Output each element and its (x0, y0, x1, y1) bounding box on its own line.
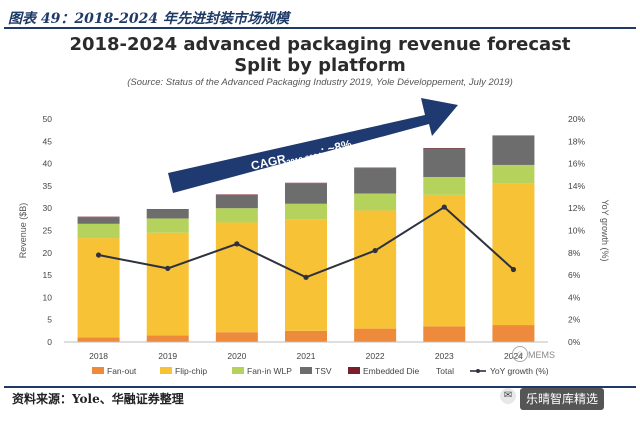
yoy-growth-point (441, 204, 447, 210)
legend-swatch (348, 367, 360, 374)
axes-group: 0 5 10 15 20 25 30 35 40 45 50 0% 2% 4% 6% 8% 10% 12% 14% 1… (18, 114, 610, 361)
figure-title: 图表 49：2018-2024 年先进封装市场规模 (8, 11, 289, 27)
watermark-mems: MEMS (528, 350, 555, 360)
legend-swatch (160, 367, 172, 374)
y-tick-label: 20 (43, 248, 53, 258)
bar-fan-out (423, 326, 466, 342)
bar-flip-chip (215, 222, 258, 333)
x-tick-label: 2022 (366, 351, 385, 361)
bar-tsv (146, 209, 189, 219)
x-tick-label: 2019 (158, 351, 177, 361)
y2-tick-label: 14% (568, 181, 585, 191)
y2-tick-label: 18% (568, 136, 585, 146)
legend: Fan-out Flip-chip Fan-in WLP TSV Embedded Di… (92, 366, 549, 376)
bar-fan-out (146, 335, 189, 342)
y2-tick-label: 6% (568, 270, 581, 280)
bar-fan-in-wlp (423, 176, 466, 195)
yoy-growth-point (95, 252, 102, 258)
legend-label: Fan-out (107, 366, 137, 376)
bar-tsv (285, 183, 327, 204)
y2-tick-label: 0% (568, 337, 581, 347)
bar-fan-in-wlp (146, 218, 189, 233)
y2-axis-title: YoY growth (%) (600, 199, 610, 261)
bar-fan-out (492, 325, 535, 342)
legend-label: Fan-in WLP (247, 366, 292, 376)
bar-fan-in-wlp (354, 193, 397, 211)
legend-label: Total (436, 366, 454, 376)
yoy-growth-point (234, 241, 240, 247)
bar-tsv (354, 168, 397, 194)
bar-fan-in-wlp (215, 208, 258, 223)
y-tick-label: 30 (43, 203, 53, 213)
x-tick-label: 2020 (227, 351, 246, 361)
y-tick-label: 25 (43, 226, 53, 236)
x-tick-label: 2023 (435, 351, 454, 361)
legend-swatch (300, 367, 312, 374)
chart-subtitle: (Source: Status of the Advanced Packagin… (127, 77, 513, 88)
wechat-icon: ☺ (512, 346, 528, 362)
bar-fan-in-wlp (77, 223, 120, 239)
bar-tsv (423, 148, 466, 177)
legend-label: TSV (315, 366, 332, 376)
bar-flip-chip (146, 232, 189, 336)
bar-flip-chip (492, 183, 535, 326)
bar-tsv (77, 217, 120, 224)
y2-tick-label: 12% (568, 203, 585, 213)
bars-group (77, 135, 535, 342)
y2-tick-label: 8% (568, 248, 581, 258)
bottom-rule (4, 386, 636, 388)
top-rule (4, 27, 636, 29)
bar-fan-out (285, 330, 327, 342)
y-axis-title: Revenue ($B) (18, 203, 28, 259)
source-note: 资料来源：Yole、华融证券整理 (12, 392, 184, 406)
bar-fan-in-wlp (492, 164, 535, 184)
bar-tsv (492, 135, 535, 165)
yoy-growth-point (510, 266, 517, 273)
bar-fan-out (215, 332, 258, 342)
yoy-growth-point (165, 265, 171, 272)
chat-bubble-icon: ✉ (500, 388, 516, 404)
y2-tick-label: 4% (568, 292, 581, 302)
chart-title-line2: Split by platform (234, 55, 406, 76)
chart-title: 2018-2024 advanced packaging revenue for… (69, 34, 571, 55)
y2-tick-label: 16% (568, 159, 585, 169)
y-tick-label: 10 (43, 292, 53, 302)
yoy-growth-point (303, 274, 309, 280)
bar-tsv (215, 194, 258, 209)
legend-label: YoY growth (%) (490, 366, 549, 376)
cagr-arrow (168, 98, 458, 193)
legend-swatch (232, 367, 244, 374)
yoy-line-group (95, 204, 517, 280)
y-tick-label: 45 (43, 136, 53, 146)
y-tick-label: 40 (43, 159, 53, 169)
x-tick-label: 2018 (89, 351, 108, 361)
bar-fan-out (77, 337, 120, 342)
bar-fan-out (354, 328, 397, 342)
bar-flip-chip (423, 194, 466, 327)
watermark-brand: 乐晴智库精选 (520, 388, 605, 410)
legend-label: Flip-chip (175, 366, 207, 376)
y2-tick-label: 20% (568, 114, 585, 124)
y-tick-label: 0 (47, 337, 52, 347)
y2-tick-label: 10% (568, 226, 585, 236)
cagr-annotation: CAGR2018-2024: ~8% (168, 98, 458, 193)
legend-line-marker (476, 369, 480, 373)
bar-fan-in-wlp (285, 203, 327, 220)
yoy-growth-point (372, 247, 378, 254)
y2-tick-label: 2% (568, 315, 581, 325)
bar-flip-chip (354, 210, 397, 329)
y-tick-label: 35 (43, 181, 53, 191)
y-tick-label: 15 (43, 270, 53, 280)
y-tick-label: 5 (47, 315, 52, 325)
cagr-label: CAGR2018-2024: ~8% (250, 137, 354, 175)
legend-label: Embedded Die (363, 366, 420, 376)
y-tick-label: 50 (43, 114, 53, 124)
legend-swatch (92, 367, 104, 374)
x-tick-label: 2021 (297, 351, 316, 361)
